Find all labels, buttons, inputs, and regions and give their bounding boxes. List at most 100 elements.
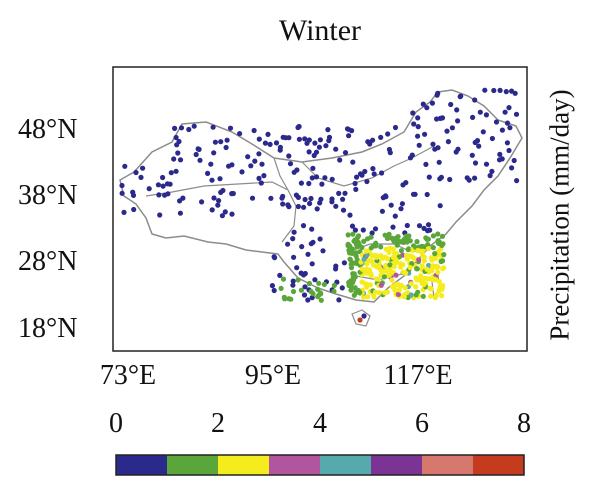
station-dot — [268, 195, 274, 201]
lat-label-28: 28°N — [18, 246, 78, 277]
station-dot — [437, 283, 443, 289]
station-dot — [350, 274, 356, 280]
station-dot — [381, 268, 387, 274]
colorbar-bin-0 — [116, 455, 167, 475]
station-dot — [322, 175, 328, 181]
station-dot — [342, 190, 348, 196]
station-dot — [429, 267, 435, 273]
station-dot — [402, 285, 408, 291]
station-dot — [306, 180, 312, 187]
station-dot — [428, 293, 434, 299]
station-dot — [321, 281, 327, 287]
station-dot — [378, 244, 384, 250]
station-dot — [298, 287, 304, 293]
station-dot — [347, 282, 353, 288]
station-dot — [251, 127, 257, 134]
station-dot — [301, 292, 308, 298]
station-dot — [259, 161, 265, 167]
station-dot — [506, 105, 512, 111]
lat-label-48: 48°N — [18, 114, 78, 145]
station-dot — [209, 177, 215, 183]
station-dot — [286, 153, 292, 159]
station-dot — [413, 292, 419, 298]
station-dot — [317, 137, 323, 143]
hainan-island — [351, 309, 371, 327]
station-dot — [281, 294, 287, 300]
station-dot — [336, 190, 342, 196]
station-dot — [280, 193, 286, 199]
station-dot — [313, 149, 320, 155]
station-dot — [412, 191, 418, 197]
station-dot — [210, 124, 216, 130]
station-dot — [390, 224, 396, 230]
station-dot — [408, 281, 414, 287]
station-dot — [436, 159, 442, 165]
station-dot — [445, 139, 451, 145]
station-dot — [427, 285, 433, 291]
station-dot — [409, 247, 415, 253]
station-dot — [308, 195, 314, 202]
station-dot — [415, 247, 421, 254]
station-dot — [421, 282, 427, 288]
station-dot — [177, 157, 184, 163]
station-dot — [165, 191, 171, 197]
station-dot — [305, 297, 311, 303]
station-dot — [370, 166, 376, 172]
station-dot — [291, 254, 297, 260]
station-dot — [378, 134, 384, 140]
station-dot — [425, 228, 431, 234]
station-dot — [256, 151, 262, 157]
station-dot — [301, 204, 307, 210]
station-dot — [418, 273, 424, 279]
station-dot — [372, 289, 379, 295]
station-dot — [176, 138, 182, 145]
station-dot — [437, 176, 443, 182]
station-dot — [387, 262, 393, 268]
colorbar-label: Precipitation (mm/day) — [544, 89, 575, 341]
station-dot — [308, 288, 314, 295]
station-dot — [346, 133, 352, 139]
station-dot — [424, 191, 430, 198]
station-dot — [513, 111, 520, 117]
station-dot — [391, 250, 398, 256]
station-dot — [271, 287, 277, 294]
station-dot — [173, 168, 179, 174]
station-dot — [371, 171, 377, 177]
station-dot — [336, 297, 342, 303]
station-dot — [466, 177, 472, 183]
station-dot — [379, 170, 385, 176]
station-dot — [209, 207, 215, 213]
station-dot — [435, 231, 441, 237]
station-dot — [362, 168, 368, 175]
station-dot — [409, 152, 415, 158]
lon-label-95: 95°E — [244, 360, 302, 391]
station-dot — [218, 139, 224, 145]
station-dot — [507, 125, 513, 131]
station-dot — [397, 261, 404, 267]
station-dot — [378, 282, 384, 288]
colorbar-tick-4: 4 — [313, 408, 327, 439]
station-dot — [131, 206, 137, 213]
station-dot — [439, 233, 446, 239]
station-dot — [435, 269, 441, 275]
station-dot — [428, 255, 435, 261]
station-dot — [319, 181, 325, 187]
station-dot — [262, 140, 268, 146]
station-dot — [285, 241, 291, 247]
station-dot — [504, 120, 511, 126]
station-dot — [430, 263, 436, 269]
station-dot — [229, 162, 235, 168]
station-dot — [472, 97, 478, 103]
colorbar-tick-8: 8 — [517, 408, 531, 439]
station-dot — [396, 254, 402, 260]
station-dot — [283, 135, 289, 141]
station-dot — [295, 124, 301, 131]
colorbar-frame — [115, 454, 525, 476]
station-dot — [146, 186, 152, 192]
station-dot — [497, 151, 503, 157]
station-dot — [342, 150, 349, 156]
station-dot — [224, 137, 230, 143]
station-dot — [295, 203, 301, 210]
station-dot — [347, 250, 353, 256]
station-dot — [353, 186, 359, 192]
